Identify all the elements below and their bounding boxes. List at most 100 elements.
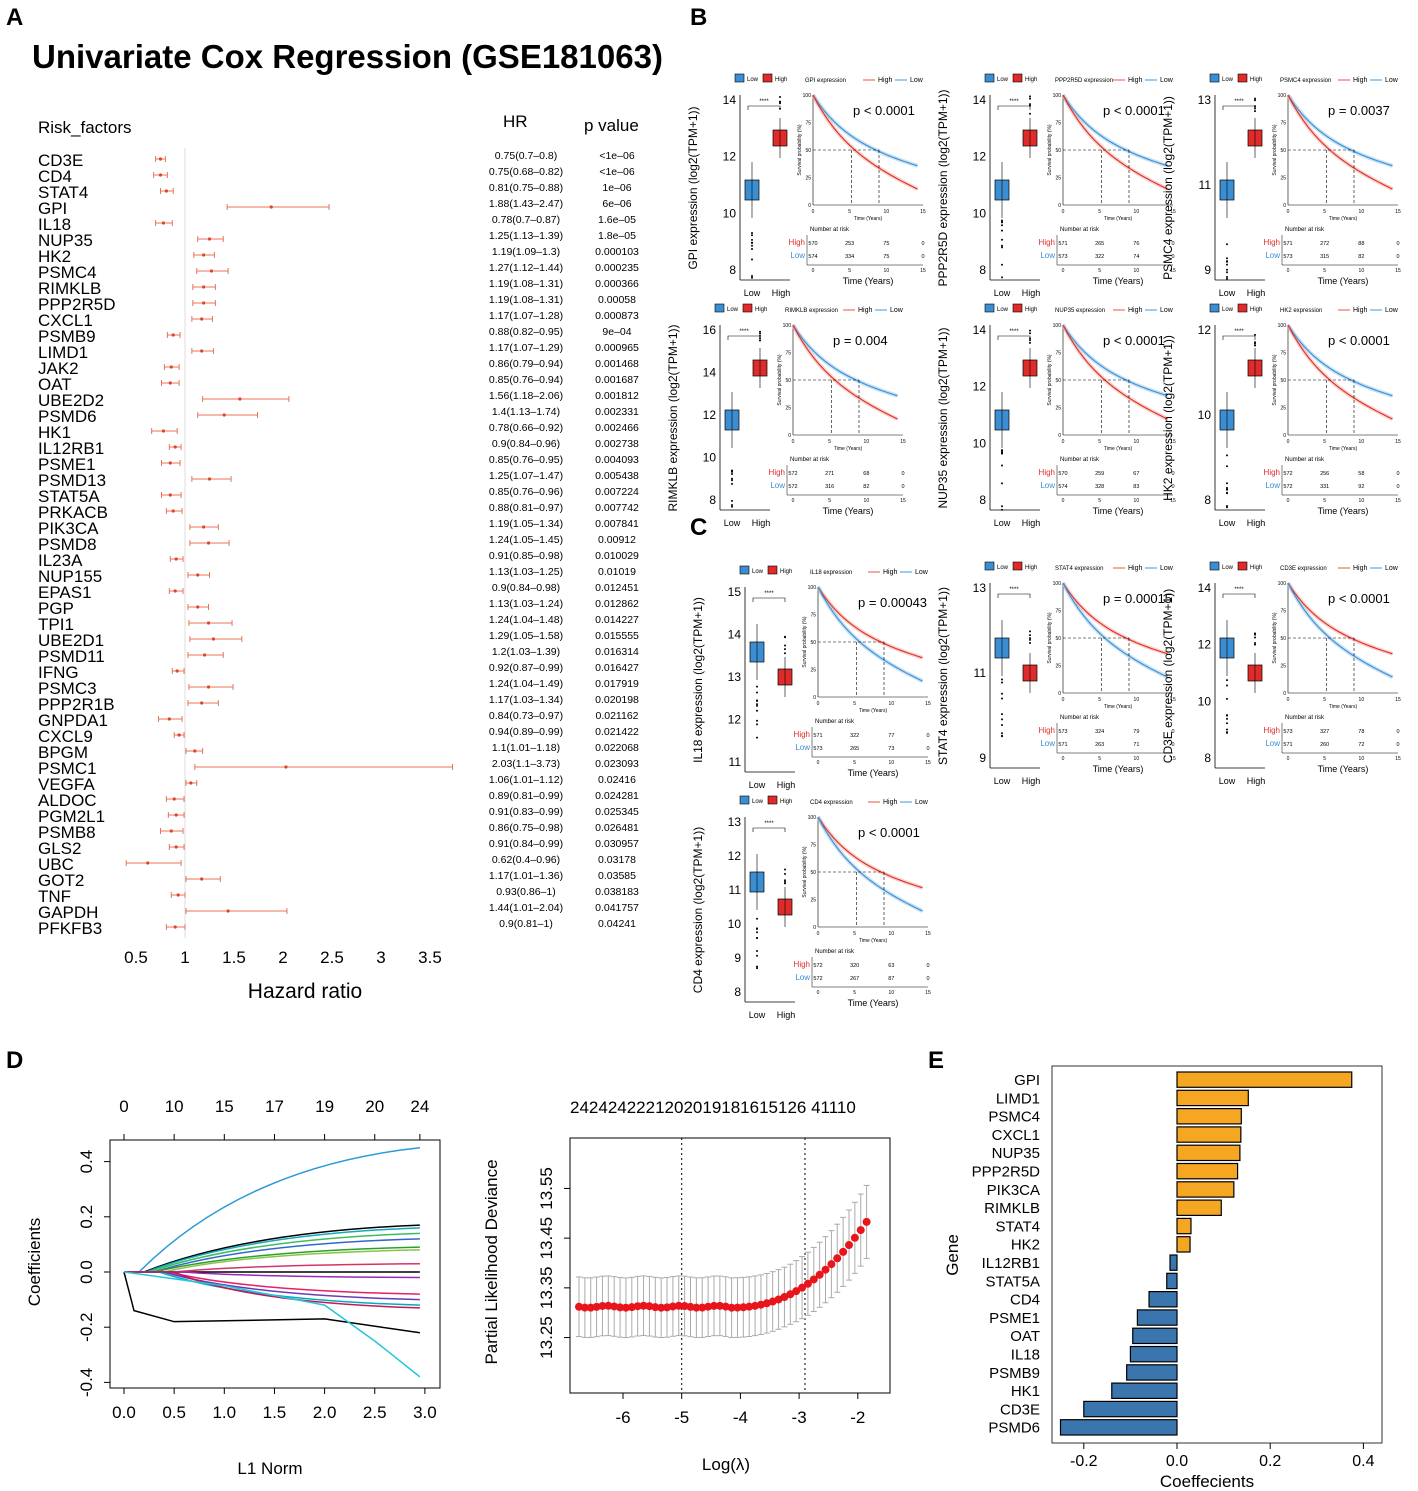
legend-surv-high: High (858, 307, 873, 314)
surv-x-tick: 5 (1323, 439, 1326, 445)
hr-value: 0.88(0.81–0.97) (489, 502, 563, 514)
hr-point (161, 221, 166, 225)
surv-y-tick: 75 (805, 121, 811, 127)
risk-x-label: Time (Years) (823, 506, 874, 516)
lasso-y-tick: -0.4 (77, 1368, 96, 1397)
box-outlier (731, 473, 733, 475)
risk-x-tick: 15 (920, 268, 926, 274)
coef-x-tick: 0.0 (1166, 1453, 1188, 1470)
box-outlier (756, 937, 758, 940)
box-outlier (1029, 630, 1031, 633)
surv-y-tick: 0 (1283, 203, 1286, 209)
surv-x-tick: 0 (817, 931, 820, 937)
risk-low-label: Low (1265, 481, 1280, 490)
box-x-tick-low: Low (749, 1010, 766, 1020)
p-value: <1e–06 (599, 150, 634, 162)
forest-x-tick: 3 (376, 948, 385, 967)
box-x-tick-high: High (1247, 288, 1266, 298)
risk-low-count: 72 (1358, 742, 1364, 748)
legend-high-label: High (1250, 307, 1262, 313)
legend-surv-low: Low (910, 77, 924, 84)
box-outlier (1226, 491, 1228, 494)
legend-expression-title: CD4 expression (810, 800, 853, 806)
surv-curve-low (817, 816, 923, 912)
forest-factor-label: PSMC3 (38, 679, 97, 698)
legend-low-swatch (984, 561, 995, 571)
box-outlier (1254, 97, 1256, 100)
forest-x-tick: 0.5 (124, 948, 148, 967)
box-outlier (756, 954, 758, 957)
surv-curve-low (1287, 582, 1393, 678)
legend-surv-low: Low (890, 307, 904, 314)
risk-x-tick: 10 (889, 760, 895, 766)
km-plot-stat4: Low High STAT4 expression High Low 9 11 13 STAT4… (936, 561, 1176, 786)
box-x-tick-high: High (1022, 288, 1041, 298)
coef-bar (1129, 1345, 1178, 1363)
hr-value: 1.2(1.03–1.39) (492, 646, 560, 658)
box-outlier (756, 703, 758, 706)
risk-low-label: Low (1040, 251, 1055, 260)
cv-frame (569, 1137, 891, 1394)
box-outlier (784, 644, 786, 647)
box-outlier (1029, 104, 1031, 107)
cv-x-tick: -2 (850, 1408, 865, 1427)
forest-factor-label: PSMB8 (38, 823, 96, 842)
box-outlier (1226, 260, 1228, 263)
surv-curve-low (1062, 324, 1168, 397)
box-y-tick: 8 (729, 263, 736, 277)
p-value: 6e–06 (602, 198, 631, 210)
surv-y-tick: 50 (1055, 636, 1061, 642)
p-value: 0.000366 (595, 278, 639, 290)
hr-point (284, 765, 288, 769)
legend-surv-high: High (883, 569, 898, 576)
lasso-path (124, 1249, 420, 1273)
hr-value: 1.13(1.03–1.24) (489, 598, 563, 610)
legend-low-swatch (1209, 303, 1220, 313)
risk-x-tick: 5 (828, 498, 831, 504)
legend-high-label: High (775, 77, 787, 83)
cv-top-ticks: 2424242221202019181615126 41110 (570, 1098, 856, 1117)
box-y-tick: 14 (1198, 581, 1212, 595)
forest-factor-label: TNF (38, 887, 71, 906)
cv-y-tick: 13.35 (537, 1267, 556, 1310)
box-y-label: IL18 expression (log2(TPM+1)) (691, 597, 705, 763)
hr-value: 1.17(1.07–1.29) (489, 342, 563, 354)
risk-x-tick: 10 (1359, 268, 1365, 274)
risk-x-label: Time (Years) (848, 768, 899, 778)
lasso-y-tick: -0.2 (77, 1313, 96, 1342)
cv-point (645, 1302, 654, 1311)
forest-factor-label: HK1 (38, 423, 71, 442)
hr-point (211, 637, 216, 641)
risk-low-count: 573 (1283, 254, 1292, 260)
forest-factor-label: PSMD8 (38, 535, 97, 554)
legend-surv-high: High (1128, 77, 1143, 84)
risk-low-label: Low (1040, 739, 1055, 748)
legend-low-label: Low (747, 77, 759, 83)
hr-value: 1.1(1.01–1.18) (492, 742, 560, 754)
coef-gene-label: CD3E (1000, 1401, 1040, 1418)
legend-expression-title: CD3E expression (1280, 566, 1327, 572)
box-y-tick: 16 (703, 323, 717, 337)
legend-low-label: Low (997, 77, 1009, 83)
risk-low-count: 0 (1396, 254, 1399, 260)
p-value: 0.01019 (598, 566, 636, 578)
p-value: 9e–04 (602, 326, 631, 338)
box-y-tick: 12 (973, 380, 987, 394)
risk-high-count: 272 (1320, 241, 1329, 247)
forest-factor-label: PSMD13 (38, 471, 106, 490)
forest-factor-label: IL12RB1 (38, 439, 104, 458)
hr-point (175, 669, 179, 673)
risk-low-count: 263 (1095, 742, 1104, 748)
surv-x-tick: 10 (1359, 697, 1365, 703)
risk-high-count: 571 (813, 733, 822, 739)
box-outlier (1001, 229, 1003, 232)
forest-factor-label: STAT4 (38, 183, 88, 202)
cv-point (786, 1290, 795, 1299)
forest-factor-label: GOT2 (38, 871, 84, 890)
box-x-tick-high: High (777, 1010, 796, 1020)
risk-high-count: 0 (1171, 729, 1174, 735)
box-outlier (784, 648, 786, 651)
surv-y-tick: 25 (1280, 664, 1286, 670)
surv-y-tick: 100 (1278, 323, 1287, 329)
box-x-tick-low: Low (749, 780, 766, 790)
